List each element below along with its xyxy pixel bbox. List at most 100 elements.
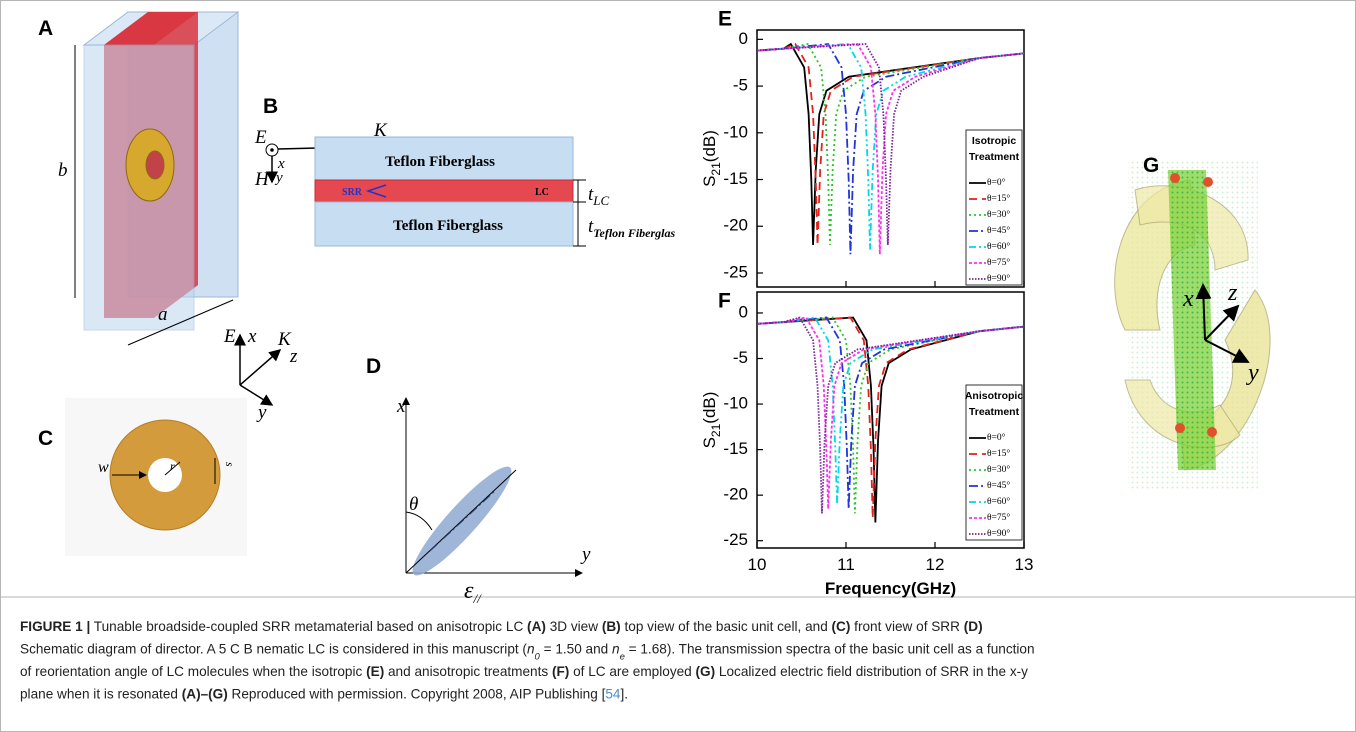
dim-r	[164, 461, 181, 476]
legend-title: Isotropic	[972, 135, 1016, 147]
t-sub: Teflon Fiberglas	[593, 226, 675, 240]
layer-label: Teflon Fiberglass	[385, 154, 495, 170]
y-label-unit: (dB)	[700, 130, 719, 162]
field-hotspot	[1170, 173, 1180, 183]
t-sub: LC	[592, 193, 609, 208]
thickness-label: tTeflon Fiberglas	[588, 216, 676, 240]
panel-label: D	[366, 355, 381, 378]
srr-symbol	[365, 184, 387, 198]
teflon-layer	[314, 201, 574, 247]
panel-label: C	[38, 427, 53, 450]
x-tick-label: 10	[748, 555, 767, 574]
legend-label: θ=15°	[987, 193, 1010, 204]
axis-label: E	[254, 127, 267, 148]
caption-text: = 1.68). The transmission spectra of the…	[625, 642, 1035, 657]
legend-label: θ=45°	[987, 480, 1010, 491]
y-label-unit: (dB)	[700, 392, 719, 424]
axis-label: H	[254, 169, 270, 190]
axis-label: K	[277, 329, 292, 350]
axis-label: x	[247, 326, 257, 347]
panel-label: E	[718, 8, 732, 31]
caption-text: top view of the basic unit cell, and	[621, 619, 832, 634]
axis-arrow	[239, 349, 282, 386]
y-label-sub: 21	[709, 162, 723, 176]
axis-arrow	[1195, 283, 1212, 341]
dim-a	[127, 299, 234, 346]
series-line	[757, 42, 1024, 245]
legend-label: θ=0°	[987, 177, 1006, 188]
epsilon-label: ε//	[464, 578, 482, 606]
legend: Anisotropic Treatment θ=0° θ=15° θ=30° θ=45° θ…	[965, 384, 1023, 541]
axis-label: z	[1227, 280, 1238, 306]
series-group	[757, 316, 1024, 523]
legend-box	[965, 129, 1023, 286]
caption-text: = 1.50 and	[540, 642, 612, 657]
legend-label: θ=15°	[987, 448, 1010, 459]
legend-label: θ=30°	[987, 464, 1010, 475]
panel-a: A b a E x K z y H	[38, 11, 298, 430]
axis-label: x	[277, 156, 285, 172]
field-strip-dots	[1168, 170, 1216, 470]
caption-line: of reorientation angle of LC molecules w…	[20, 664, 1028, 679]
dim-label: a	[158, 304, 168, 325]
dim-label: b	[58, 160, 68, 181]
caption-text: (A)–(G)	[182, 687, 228, 702]
series-line	[757, 43, 1024, 245]
legend-label: θ=90°	[987, 528, 1010, 539]
y-tick-label: -5	[733, 348, 748, 367]
t: t	[588, 216, 594, 237]
eps: ε	[464, 578, 474, 604]
series-line	[757, 316, 1024, 514]
legend: Isotropic Treatment θ=0° θ=15° θ=30° θ=45° θ=6…	[965, 129, 1023, 286]
axis-arrow	[1204, 304, 1240, 341]
caption-text: ].	[620, 687, 628, 702]
y-label-sub: 21	[709, 423, 723, 437]
x-axis-label: Frequency(GHz)	[825, 579, 956, 598]
y-tick-label: -25	[723, 262, 748, 281]
y-axis-label: S21(dB)	[700, 392, 723, 449]
caption-text: 54	[605, 687, 621, 702]
panel-c: C w r s	[38, 398, 247, 556]
y-label-main: S	[700, 176, 719, 187]
axis-label: z	[289, 346, 298, 367]
axis-label: E	[223, 326, 236, 347]
caption-text: of LC are employed	[569, 664, 695, 679]
caption-text: FIGURE 1 |	[20, 619, 90, 634]
axis-label: y	[256, 402, 267, 423]
angle-label: θ	[409, 494, 418, 515]
panel-b: B E x K z H y Teflon Fiberglass Teflon F…	[254, 95, 676, 247]
caption-line: plane when it is resonated (A)–(G) Repro…	[20, 687, 628, 702]
lc-label: LC	[535, 187, 549, 198]
series-line	[757, 316, 1024, 509]
axis-label: x	[396, 396, 406, 417]
legend-title: Treatment	[969, 151, 1020, 163]
t: t	[588, 184, 594, 205]
legend-label: θ=60°	[987, 496, 1010, 507]
y-tick-label: -15	[723, 169, 748, 188]
caption-text: Reproduced with permission. Copyright 20…	[228, 687, 606, 702]
y-tick-label: -15	[723, 439, 748, 458]
caption-text: e	[620, 651, 625, 662]
y-tick-label: 0	[739, 302, 748, 321]
caption-text: (F)	[552, 664, 569, 679]
dim-label: s	[223, 462, 237, 467]
caption-text: n	[527, 642, 535, 657]
axis-label: x	[1182, 286, 1194, 312]
field-hotspot	[1175, 423, 1185, 433]
field-hotspot	[1207, 427, 1217, 437]
caption-text: (A)	[527, 619, 546, 634]
caption-text: front view of SRR	[850, 619, 963, 634]
series-line	[757, 316, 1024, 514]
caption-text: Tunable broadside-coupled SRR metamateri…	[90, 619, 527, 634]
series-line	[757, 42, 1024, 245]
caption: FIGURE 1 | Tunable broadside-coupled SRR…	[20, 619, 1035, 702]
chart: E0 -5 -10 -15 -20 -25 S21(dB) Isotropic Treatmen…	[700, 8, 1025, 288]
director-axis	[429, 489, 497, 552]
caption-line: FIGURE 1 | Tunable broadside-coupled SRR…	[20, 619, 983, 634]
caption-text: (D)	[964, 619, 983, 634]
series-line	[757, 43, 1024, 255]
y-tick-label: -20	[723, 485, 748, 504]
axis-label: y	[1246, 360, 1259, 386]
